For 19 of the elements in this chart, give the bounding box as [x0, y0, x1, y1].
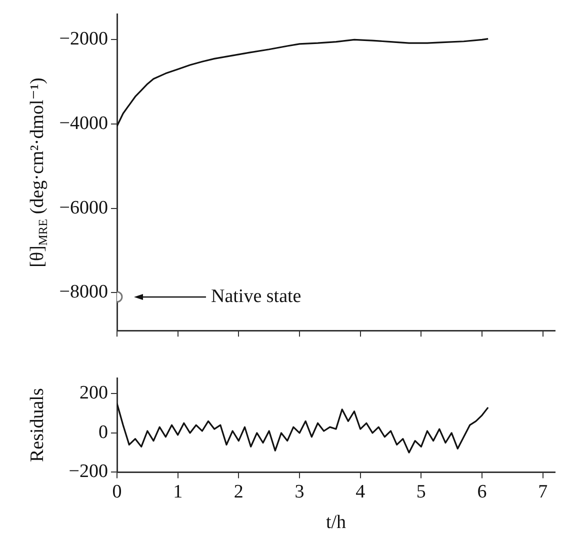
x-tick-label: 3	[294, 482, 304, 503]
y-tick-label: −6000	[59, 197, 108, 218]
annotation: Native state	[211, 286, 302, 307]
y-axis-title: Residuals	[26, 388, 48, 462]
x-tick-label: 6	[477, 482, 487, 503]
y-tick-label: 0	[98, 422, 108, 443]
y-tick-label: −2000	[59, 28, 108, 50]
y-tick-label: −200	[68, 461, 108, 482]
y-tick-label: −8000	[59, 282, 108, 303]
x-tick-label: 0	[112, 482, 122, 503]
y-axis-title: [θ]MRE (deg·cm²·dmol⁻¹)	[26, 78, 50, 268]
x-tick-label: 7	[538, 482, 548, 503]
x-tick-label: 4	[356, 482, 366, 503]
x-tick-label: 2	[234, 482, 244, 503]
y-tick-label: 200	[80, 382, 108, 404]
x-axis-title: t/h	[326, 512, 347, 533]
x-tick-label: 1	[173, 482, 183, 503]
y-tick-label: −4000	[59, 113, 108, 134]
x-tick-label: 5	[416, 482, 426, 503]
